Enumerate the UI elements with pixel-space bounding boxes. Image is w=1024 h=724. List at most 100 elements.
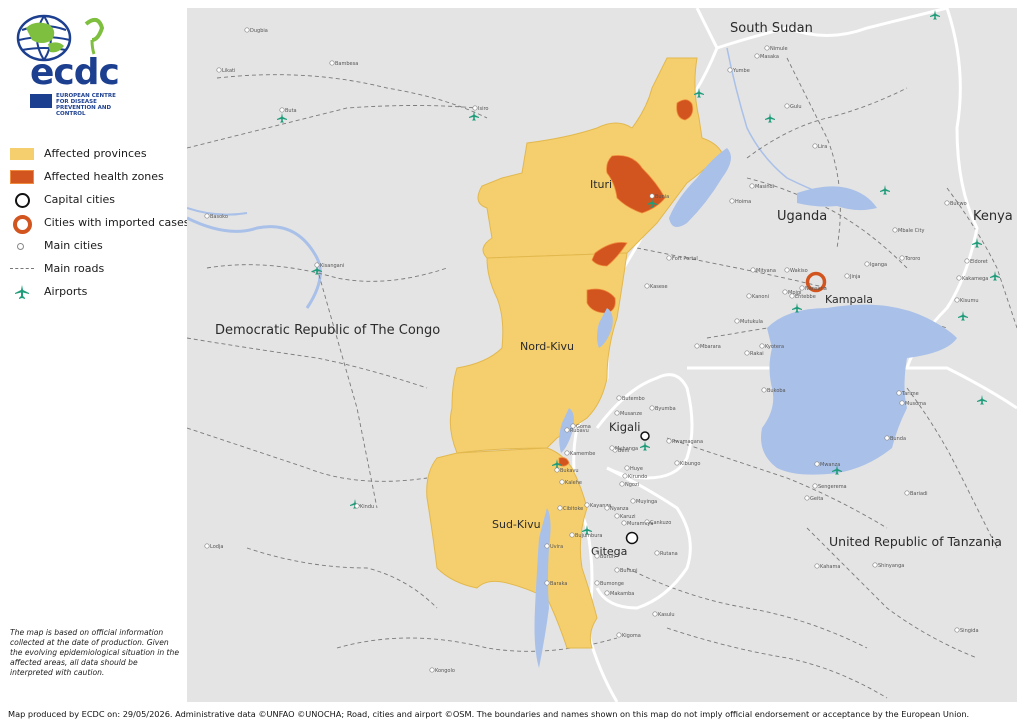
city-marker [204, 213, 210, 219]
city-marker [812, 143, 818, 149]
city-marker [554, 467, 560, 473]
city-marker [594, 580, 600, 586]
city-marker [729, 198, 735, 204]
city-marker [892, 227, 898, 233]
city-marker [604, 505, 610, 511]
city-label: Beni [618, 448, 629, 454]
city-label: Mwanza [820, 462, 840, 468]
city-label: Bujumbura [575, 533, 603, 539]
airport-icon [312, 265, 322, 275]
city-marker [899, 255, 905, 261]
city-label: Cibitoke [563, 506, 583, 512]
city-marker [884, 435, 890, 441]
city-marker [564, 427, 570, 433]
city-marker [899, 400, 905, 406]
globe-icon [16, 14, 105, 62]
city-label: Bukoba [767, 388, 786, 394]
city-marker [544, 543, 550, 549]
city-label: Singida [960, 628, 979, 634]
legend-item-airports: Airports [10, 280, 185, 303]
city-marker [619, 481, 625, 487]
city-label: Mutukula [740, 319, 763, 325]
airport-icon [990, 271, 1000, 281]
city-marker [604, 590, 610, 596]
map-legend: Affected provinces Affected health zones… [10, 142, 190, 303]
map-canvas: South Sudan Uganda Kenya Democratic Repu… [187, 8, 1017, 702]
city-label: Makamba [610, 591, 634, 597]
legend-item-imported: Cities with imported cases [10, 211, 190, 234]
province-swatch-icon [10, 146, 36, 162]
affected-health-zones [558, 99, 694, 467]
city-marker [872, 562, 878, 568]
city-label: Nimule [770, 46, 788, 52]
city-label: Kindu [360, 504, 374, 510]
legend-label: Main roads [44, 262, 105, 275]
city-label: Wakiso [790, 268, 808, 274]
city-label: Tarime [901, 391, 919, 397]
airport-icon [469, 111, 479, 121]
city-label: Kisangani [320, 263, 344, 269]
city-marker [666, 255, 672, 261]
city-marker [609, 445, 615, 451]
city-label: Buta [285, 108, 297, 114]
city-marker [644, 519, 650, 525]
city-marker [896, 390, 902, 396]
city-marker [746, 293, 752, 299]
city-marker [812, 483, 818, 489]
airport-icon [647, 198, 657, 208]
country-label-tanzania: United Republic of Tanzania [829, 534, 1002, 549]
airport-icon [958, 311, 968, 321]
city-label: Masaka [760, 54, 779, 60]
logo-subtitle: EUROPEAN CENTRE FOR DISEASE PREVENTION A… [56, 93, 116, 117]
airport-icon [832, 465, 842, 475]
city-label: Rwamagana [672, 439, 703, 445]
legend-item-capitals: Capital cities [10, 188, 185, 211]
city-marker [782, 289, 788, 295]
city-marker [654, 550, 660, 556]
city-marker [614, 410, 620, 416]
affected-provinces [426, 57, 723, 649]
city-label: Bariadi [910, 491, 928, 497]
logo-wordmark: ecdc [30, 52, 120, 93]
province-label-sud-kivu: Sud-Kivu [492, 518, 541, 531]
city-marker [616, 395, 622, 401]
city-marker [564, 450, 570, 456]
legend-label: Affected provinces [44, 147, 147, 160]
city-label: Mbale City [898, 228, 924, 234]
city-marker [614, 513, 620, 519]
city-marker [624, 465, 630, 471]
imported-case-marker-kampala [805, 271, 827, 293]
capital-marker-gitega [625, 531, 639, 545]
city-marker [472, 105, 478, 111]
map-credits: Map produced by ECDC on: 29/05/2026. Adm… [8, 709, 970, 719]
city-marker [694, 343, 700, 349]
city-label: Kongolo [435, 668, 455, 674]
city-marker [749, 183, 755, 189]
city-marker [759, 343, 765, 349]
city-label: Mityana [756, 268, 776, 274]
city-marker [594, 553, 600, 559]
city-dot-icon [10, 238, 36, 254]
legend-item-health-zones: Affected health zones [10, 165, 185, 188]
city-label: Basoko [210, 214, 228, 220]
city-marker [204, 543, 210, 549]
city-label: Musoma [905, 401, 926, 407]
lake-victoria [761, 304, 957, 475]
city-marker [954, 297, 960, 303]
airport-icon [277, 113, 287, 123]
health-zone [676, 99, 694, 121]
city-label: Kibungo [680, 461, 700, 467]
city-label: Isiro [478, 106, 488, 112]
capital-label-kigali: Kigali [609, 420, 640, 434]
city-label: Jinja [849, 274, 861, 280]
city-marker [557, 505, 563, 511]
city-marker [956, 275, 962, 281]
city-label: Kamembe [570, 451, 595, 457]
health-zone-swatch-icon [10, 169, 36, 185]
city-marker [559, 479, 565, 485]
city-label: Mpigi [788, 290, 801, 296]
lake-kyoga [797, 186, 877, 211]
lake-albert [669, 148, 731, 227]
airport-icon [930, 10, 940, 20]
city-label: Dugbia [250, 28, 268, 34]
